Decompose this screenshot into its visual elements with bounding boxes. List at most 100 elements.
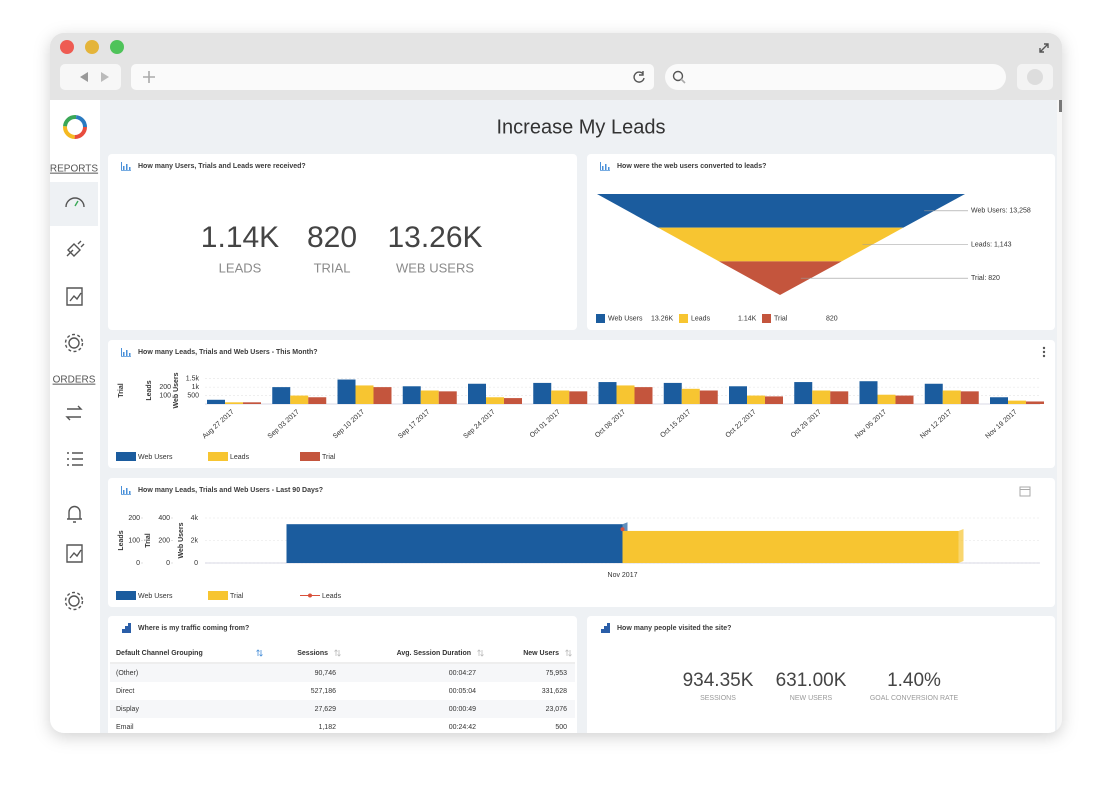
page-title: Increase My Leads — [497, 116, 666, 138]
scrollbar-track — [1057, 100, 1062, 733]
settings-icon-teeth — [64, 333, 84, 353]
bar — [598, 382, 617, 404]
funnel-segment — [658, 227, 904, 262]
bar — [794, 382, 813, 404]
close-button[interactable] — [60, 40, 74, 54]
y-tick-label: 1.5k — [186, 376, 200, 383]
legend-label[interactable]: Web Users — [608, 315, 643, 322]
line-point — [620, 527, 625, 532]
bar-depth — [958, 528, 964, 563]
bar — [468, 383, 486, 404]
legend-label[interactable]: Leads — [230, 454, 250, 461]
legend-value: 1.14K — [738, 315, 757, 322]
dashboard-icon[interactable] — [65, 197, 85, 208]
legend-label[interactable]: Web Users — [138, 593, 173, 600]
table-cell: 00:00:49 — [449, 706, 476, 713]
orders-settings-icon[interactable] — [68, 595, 80, 607]
forward-button[interactable] — [101, 72, 109, 82]
table-row — [110, 700, 575, 718]
integrations-icon[interactable] — [66, 240, 85, 257]
metric-label: GOAL CONVERSION RATE — [870, 695, 959, 702]
table-row — [110, 664, 575, 682]
dashboard-icon-needle — [74, 200, 79, 207]
date-picker-icon[interactable] — [1019, 486, 1031, 497]
column-header[interactable]: Default Channel Grouping — [116, 650, 203, 657]
metric-label: SESSIONS — [700, 695, 736, 702]
transfers-icon[interactable] — [65, 405, 83, 421]
legend-swatch — [300, 452, 320, 461]
bar — [308, 397, 327, 404]
axis-title: Trial — [118, 383, 125, 397]
column-header[interactable]: Avg. Session Duration — [397, 650, 471, 657]
sort-icon — [334, 649, 341, 657]
browser-window: REPORTS ORDERS Increase My Leads — [50, 33, 1062, 733]
legend-label[interactable]: Trial — [774, 315, 788, 322]
address-bar[interactable] — [131, 64, 654, 90]
column-header[interactable]: New Users — [523, 650, 559, 657]
y-tick-label: 0 — [136, 560, 140, 567]
legend-label[interactable]: Trial — [230, 593, 244, 600]
axis-title: Leads — [118, 530, 125, 550]
legend-label[interactable]: Leads — [691, 315, 711, 322]
notifications-icon[interactable] — [67, 505, 82, 523]
bar — [337, 379, 356, 404]
settings-icon[interactable] — [68, 337, 80, 349]
scrollbar-thumb[interactable] — [1059, 100, 1062, 112]
sidebar-section[interactable]: REPORTS — [50, 164, 98, 175]
legend-label[interactable]: Trial — [322, 454, 336, 461]
legend-label[interactable]: Web Users — [138, 454, 173, 461]
bar — [747, 395, 765, 404]
search-icon-handle — [680, 78, 686, 84]
panel-icons — [121, 162, 610, 633]
bar — [681, 388, 700, 404]
orders-list-icon[interactable] — [67, 452, 83, 466]
maximize-button[interactable] — [110, 40, 124, 54]
bar — [990, 397, 1008, 404]
metric-label: NEW USERS — [790, 695, 833, 702]
search-bar[interactable] — [665, 64, 1006, 90]
table-cell: Email — [116, 724, 134, 731]
table-cell: 75,953 — [546, 670, 568, 677]
legend-value: 820 — [826, 315, 838, 322]
panel — [108, 154, 577, 330]
table-cell: 90,746 — [315, 670, 337, 677]
y-tick-label: 1k — [192, 384, 200, 391]
panel-title: How many people visited the site? — [617, 625, 731, 632]
metric-value: 934.35K — [683, 670, 754, 691]
sort-icon — [477, 649, 484, 657]
y-tick-label: 4k — [191, 515, 199, 522]
orders-settings-icon-teeth — [64, 591, 84, 611]
table-cell: Direct — [116, 688, 134, 695]
table-cell: 27,629 — [315, 706, 337, 713]
bar — [207, 399, 225, 404]
fullscreen-icon[interactable] — [1039, 43, 1049, 53]
sidebar-active-item[interactable] — [50, 182, 98, 226]
orders-reports-icon[interactable] — [66, 544, 83, 563]
sidebar-section[interactable]: ORDERS — [53, 375, 96, 386]
minimize-button[interactable] — [85, 40, 99, 54]
bar — [877, 394, 896, 404]
bar — [663, 382, 682, 404]
panel-title: Where is my traffic coming from? — [138, 625, 249, 632]
funnel-annotation: Trial: 820 — [971, 275, 1000, 282]
bar — [225, 402, 243, 404]
search-icon — [672, 70, 684, 82]
bar — [373, 387, 392, 404]
profile-avatar — [1027, 69, 1043, 85]
table-row — [110, 682, 575, 700]
y-tick-label: 200 — [158, 537, 170, 544]
legend-label[interactable]: Leads — [322, 593, 342, 600]
logo — [63, 115, 87, 139]
reports-icon[interactable] — [66, 287, 83, 306]
new-tab-icon[interactable] — [143, 71, 155, 83]
legend-swatch — [596, 314, 605, 323]
panel-menu[interactable] — [1042, 346, 1046, 358]
back-button[interactable] — [80, 72, 88, 82]
reload-icon[interactable] — [633, 71, 645, 83]
bar — [290, 395, 309, 404]
column-header[interactable]: Sessions — [297, 650, 328, 657]
bar — [699, 390, 718, 404]
bar — [551, 390, 570, 404]
y-tick-label: 0 — [194, 560, 198, 567]
legend-swatch — [679, 314, 688, 323]
